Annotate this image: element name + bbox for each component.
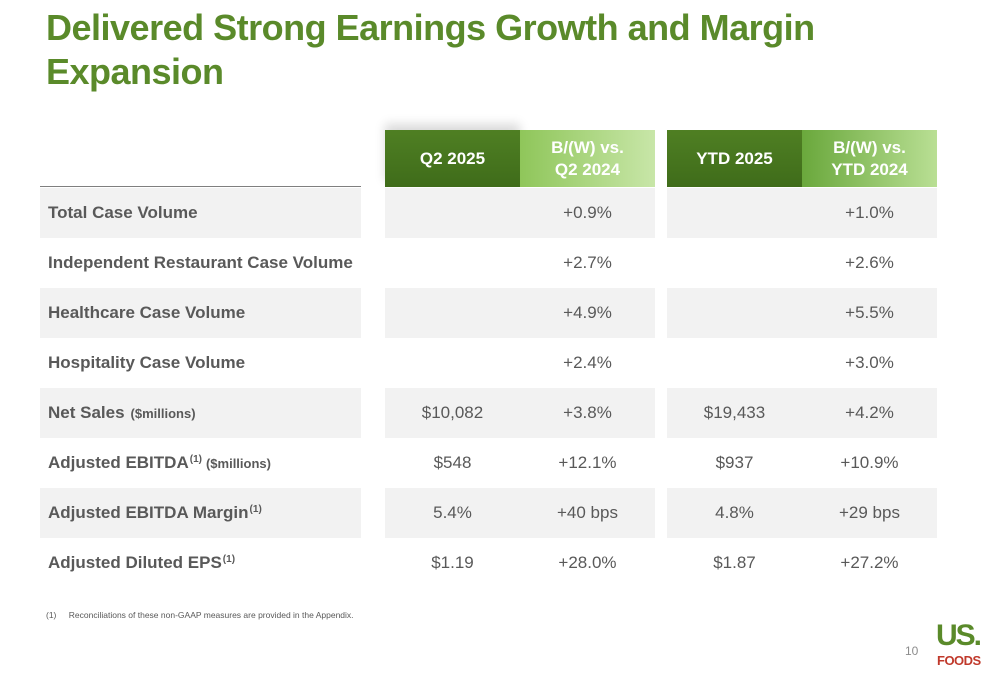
cell-q2-vs: +0.9% <box>520 188 655 238</box>
cell-q2-vs: +12.1% <box>558 453 617 472</box>
cell-q2-2025: 5.4% <box>385 488 520 538</box>
cell-ytd-2025 <box>667 238 802 288</box>
row-label: Adjusted Diluted EPS (1) <box>48 553 236 572</box>
header-q2-vs: B/(W) vs. Q2 2024 <box>520 130 655 187</box>
cell-ytd-vs: +3.0% <box>845 353 894 372</box>
header-q2-vs-line1: B/(W) vs. <box>551 137 624 157</box>
cell-ytd-vs: +10.9% <box>840 453 899 472</box>
cell-ytd-vs: +29 bps <box>802 488 937 538</box>
cell-q2-2025 <box>385 188 520 238</box>
row-label: Total Case Volume <box>40 188 361 238</box>
footnote-number: (1) <box>46 610 57 620</box>
header-q2-vs-line2: Q2 2024 <box>554 159 621 179</box>
page-title: Delivered Strong Earnings Growth and Mar… <box>46 7 815 92</box>
header-divider <box>40 186 361 187</box>
cell-ytd-vs: +1.0% <box>802 188 937 238</box>
cell-ytd-2025 <box>667 288 802 338</box>
row-label: Adjusted EBITDA (1) ($millions) <box>48 453 271 472</box>
cell-ytd-vs: +4.2% <box>802 388 937 438</box>
cell-q2-vs: +2.7% <box>563 253 612 272</box>
footnote-marker: (1) <box>189 453 202 465</box>
footnote-marker: (1) <box>249 503 262 515</box>
cell-ytd-2025: 4.8% <box>667 488 802 538</box>
row-label: Healthcare Case Volume <box>40 288 361 338</box>
cell-ytd-2025 <box>667 188 802 238</box>
header-ytd-2025-label: YTD 2025 <box>696 148 773 168</box>
header-q2-2025-label: Q2 2025 <box>419 148 486 168</box>
header-ytd-2025: YTD 2025 <box>667 130 802 187</box>
row-label: Adjusted EBITDA Margin (1) <box>40 488 361 538</box>
header-ytd-vs-line1: B/(W) vs. <box>833 137 906 157</box>
us-foods-logo: US. FOODS <box>934 615 984 673</box>
cell-q2-2025: $548 <box>433 453 472 472</box>
row-label: Hospitality Case Volume <box>48 353 246 372</box>
row-label: Independent Restaurant Case Volume <box>48 253 353 272</box>
cell-ytd-vs: +5.5% <box>802 288 937 338</box>
row-unit: ($millions) <box>130 405 196 421</box>
cell-q2-vs: +2.4% <box>563 353 612 372</box>
page-number: 10 <box>905 644 919 658</box>
row-unit: ($millions) <box>205 455 271 471</box>
logo-mark: US. FOODS <box>936 619 983 668</box>
cell-q2-2025 <box>385 238 520 288</box>
footnote: (1) Reconciliations of these non-GAAP me… <box>46 610 354 620</box>
cell-ytd-2025: $1.87 <box>713 553 756 572</box>
cell-q2-2025 <box>385 338 520 388</box>
cell-q2-2025 <box>385 288 520 338</box>
footnote-marker: (1) <box>222 553 236 565</box>
cell-q2-vs: +40 bps <box>520 488 655 538</box>
cell-ytd-vs: +27.2% <box>840 553 899 572</box>
logo-text-top: US. <box>936 619 981 652</box>
row-label: Net Sales ($millions) <box>40 388 361 438</box>
cell-ytd-2025 <box>667 338 802 388</box>
header-q2-2025: Q2 2025 <box>385 130 520 187</box>
cell-ytd-2025: $19,433 <box>667 388 802 438</box>
cell-ytd-2025: $937 <box>715 453 754 472</box>
cell-q2-vs: +4.9% <box>520 288 655 338</box>
footnote-text: Reconciliations of these non-GAAP measur… <box>68 610 354 620</box>
cell-ytd-vs: +2.6% <box>845 253 894 272</box>
cell-q2-vs: +28.0% <box>558 553 617 572</box>
header-ytd-vs: B/(W) vs. YTD 2024 <box>802 130 937 187</box>
header-ytd-vs-line2: YTD 2024 <box>831 159 908 179</box>
cell-q2-2025: $1.19 <box>431 553 474 572</box>
cell-q2-vs: +3.8% <box>520 388 655 438</box>
logo-text-bottom: FOODS <box>937 653 982 668</box>
cell-q2-2025: $10,082 <box>385 388 520 438</box>
